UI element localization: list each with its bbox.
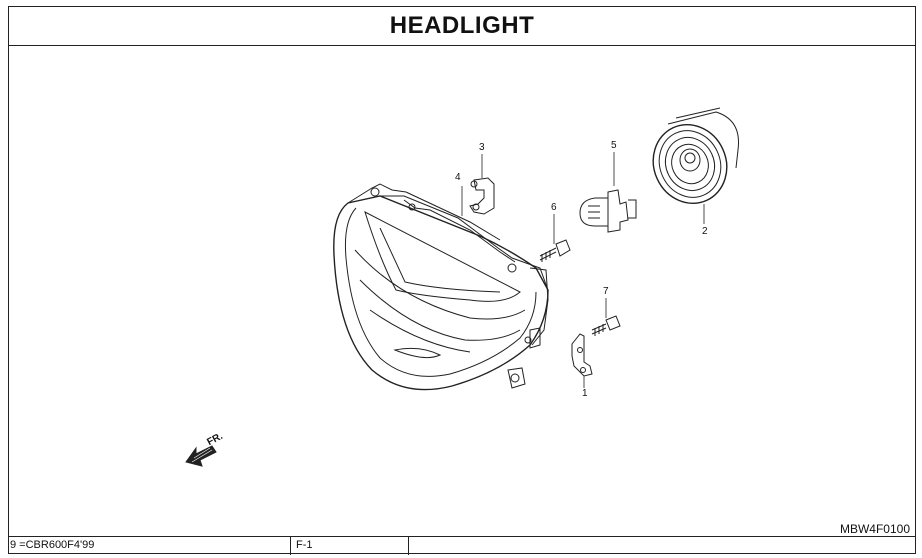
footer-model: 9 =CBR600F4'99 [10,539,95,551]
clip-part-1-drawing [571,333,593,377]
callout-7: 7 [603,286,609,297]
screw-part-6-drawing [539,239,571,262]
footer-bar: 9 =CBR600F4'99 F-1 [8,536,916,555]
footer-divider [408,537,409,555]
drawing-code: MBW4F0100 [839,522,910,536]
front-direction-arrow-icon [185,445,217,467]
bulb-part-5-drawing [579,189,637,233]
leader-lines [461,152,705,388]
title-bar: HEADLIGHT [8,6,916,46]
footer-divider [290,537,291,555]
callout-4: 4 [455,172,461,183]
bracket-part-3-drawing [469,177,495,215]
callout-3: 3 [479,142,485,153]
dust-cover-part-2-drawing [652,107,740,205]
callout-2: 2 [702,226,708,237]
callout-1: 1 [582,388,588,399]
callout-5: 5 [611,140,617,151]
page-title: HEADLIGHT [389,12,535,39]
headlight-unit-drawing [333,183,549,391]
screw-part-7-drawing [591,315,621,336]
footer-section: F-1 [296,539,313,551]
callout-6: 6 [551,202,557,213]
